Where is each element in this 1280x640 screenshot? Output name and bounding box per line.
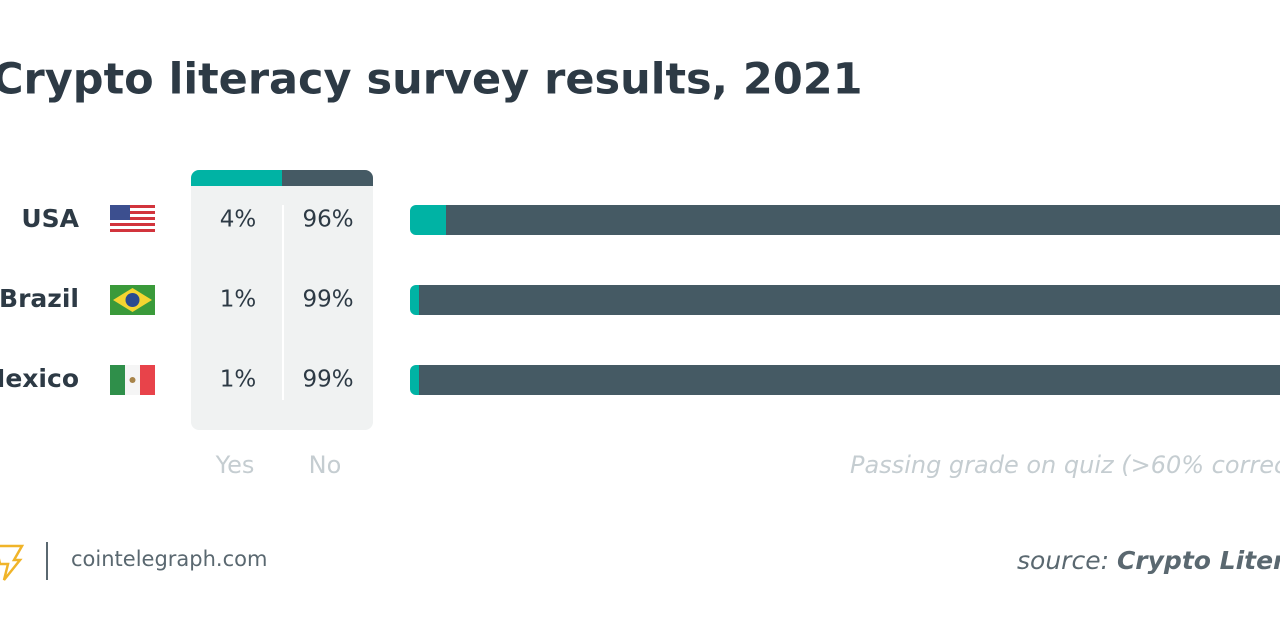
flag-mexico xyxy=(110,365,155,395)
bar-segment xyxy=(410,285,419,315)
site: cointelegraph.com xyxy=(71,547,267,571)
flag-usa xyxy=(110,205,155,235)
bar-segment xyxy=(410,365,419,395)
note: Passing grade on quiz (>60% correc xyxy=(850,451,1280,479)
category-label: Brazil xyxy=(0,284,79,313)
bar-segment xyxy=(419,365,1280,395)
no-header xyxy=(282,170,373,186)
value-label: 99% xyxy=(302,287,353,313)
source-label: source: xyxy=(1017,546,1109,575)
flag-brazil xyxy=(110,285,155,315)
bar-segment xyxy=(446,205,1280,235)
chart-title: Crypto literacy survey results, 2021 xyxy=(0,55,863,105)
value-label: 96% xyxy=(302,207,353,233)
logo xyxy=(0,544,25,581)
value-label: 1% xyxy=(220,367,257,393)
value-label: 4% xyxy=(220,207,257,233)
source: source: Crypto Literac xyxy=(1017,546,1280,575)
bar-segment xyxy=(419,285,1280,315)
category-label: USA xyxy=(21,204,79,233)
yes-header xyxy=(191,170,282,186)
category-label: Mexico xyxy=(0,364,79,393)
value-label: 99% xyxy=(302,367,353,393)
bar-segment xyxy=(410,205,446,235)
legend-label: Yes xyxy=(215,451,255,479)
value-label: 1% xyxy=(220,287,257,313)
legend-label: No xyxy=(309,451,342,479)
source-name: Crypto Literac xyxy=(1117,546,1280,575)
